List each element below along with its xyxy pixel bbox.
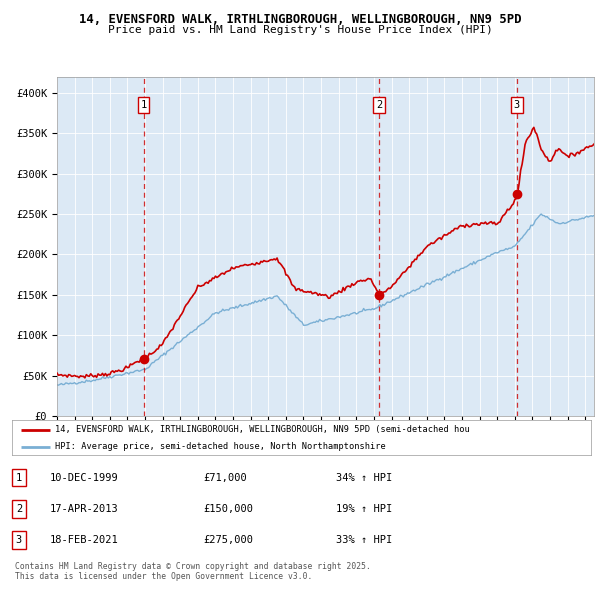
Text: 1: 1 — [16, 473, 22, 483]
Text: 3: 3 — [514, 100, 520, 110]
Text: HPI: Average price, semi-detached house, North Northamptonshire: HPI: Average price, semi-detached house,… — [55, 442, 386, 451]
Text: Price paid vs. HM Land Registry's House Price Index (HPI): Price paid vs. HM Land Registry's House … — [107, 25, 493, 35]
Text: 34% ↑ HPI: 34% ↑ HPI — [336, 473, 392, 483]
Text: £275,000: £275,000 — [203, 535, 253, 545]
Text: 18-FEB-2021: 18-FEB-2021 — [50, 535, 118, 545]
Text: 10-DEC-1999: 10-DEC-1999 — [50, 473, 118, 483]
Text: 2: 2 — [16, 504, 22, 514]
Text: 3: 3 — [16, 535, 22, 545]
Text: 14, EVENSFORD WALK, IRTHLINGBOROUGH, WELLINGBOROUGH, NN9 5PD (semi-detached hou: 14, EVENSFORD WALK, IRTHLINGBOROUGH, WEL… — [55, 425, 470, 434]
Text: £71,000: £71,000 — [203, 473, 247, 483]
Text: 17-APR-2013: 17-APR-2013 — [50, 504, 118, 514]
Text: 1: 1 — [140, 100, 147, 110]
Text: 19% ↑ HPI: 19% ↑ HPI — [336, 504, 392, 514]
Text: 2: 2 — [376, 100, 382, 110]
Text: £150,000: £150,000 — [203, 504, 253, 514]
Text: 33% ↑ HPI: 33% ↑ HPI — [336, 535, 392, 545]
Text: Contains HM Land Registry data © Crown copyright and database right 2025.
This d: Contains HM Land Registry data © Crown c… — [15, 562, 371, 581]
Text: 14, EVENSFORD WALK, IRTHLINGBOROUGH, WELLINGBOROUGH, NN9 5PD: 14, EVENSFORD WALK, IRTHLINGBOROUGH, WEL… — [79, 13, 521, 26]
